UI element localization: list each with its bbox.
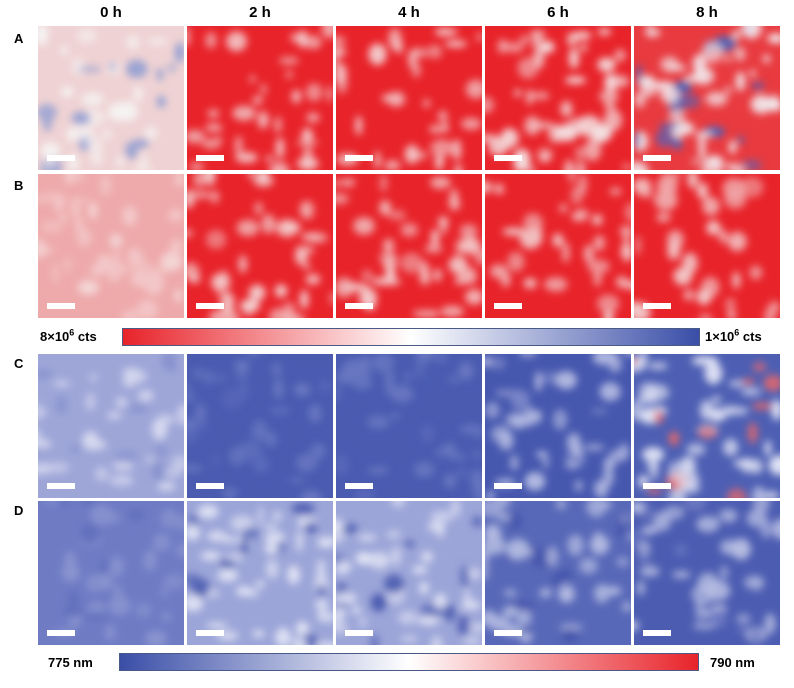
image-panel-b-2h xyxy=(187,174,333,318)
image-panel-a-2h xyxy=(187,26,333,170)
column-header-2h: 2 h xyxy=(249,4,271,21)
scale-bar xyxy=(643,483,671,489)
column-header-0h: 0 h xyxy=(100,4,122,21)
image-panel-b-6h xyxy=(485,174,631,318)
row-label-a: A xyxy=(14,31,24,46)
scale-bar xyxy=(47,630,75,636)
scale-bar xyxy=(345,483,373,489)
intensity-colorbar-min-label: 1×106 cts xyxy=(705,327,762,344)
scale-bar xyxy=(196,303,224,309)
scale-bar xyxy=(345,303,373,309)
scale-bar xyxy=(47,155,75,161)
scale-bar xyxy=(494,303,522,309)
image-panel-a-6h xyxy=(485,26,631,170)
wavelength-colorbar-max-label: 790 nm xyxy=(710,655,755,670)
image-panel-d-8h xyxy=(634,501,780,645)
scale-bar xyxy=(196,155,224,161)
image-panel-c-4h xyxy=(336,354,482,498)
image-panel-c-2h xyxy=(187,354,333,498)
scale-bar xyxy=(643,303,671,309)
column-header-8h: 8 h xyxy=(696,4,718,21)
row-label-c: C xyxy=(14,356,24,371)
scale-bar xyxy=(345,155,373,161)
image-panel-a-8h xyxy=(634,26,780,170)
image-panel-a-4h xyxy=(336,26,482,170)
intensity-colorbar-max-label: 8×106 cts xyxy=(40,327,97,344)
image-panel-d-4h xyxy=(336,501,482,645)
image-panel-b-0h xyxy=(38,174,184,318)
image-panel-d-2h xyxy=(187,501,333,645)
image-panel-d-0h xyxy=(38,501,184,645)
image-panel-b-8h xyxy=(634,174,780,318)
image-panel-b-4h xyxy=(336,174,482,318)
row-label-d: D xyxy=(14,503,24,518)
scale-bar xyxy=(47,483,75,489)
scale-bar xyxy=(345,630,373,636)
scale-bar xyxy=(494,630,522,636)
row-label-b: B xyxy=(14,178,24,193)
scale-bar xyxy=(196,630,224,636)
column-header-6h: 6 h xyxy=(547,4,569,21)
scale-bar xyxy=(494,155,522,161)
scale-bar xyxy=(494,483,522,489)
scale-bar xyxy=(196,483,224,489)
wavelength-colorbar xyxy=(119,653,699,671)
image-panel-c-6h xyxy=(485,354,631,498)
image-panel-a-0h xyxy=(38,26,184,170)
image-panel-c-8h xyxy=(634,354,780,498)
scale-bar xyxy=(643,630,671,636)
image-panel-c-0h xyxy=(38,354,184,498)
scale-bar xyxy=(47,303,75,309)
wavelength-colorbar-min-label: 775 nm xyxy=(48,655,93,670)
intensity-colorbar xyxy=(122,328,700,346)
column-header-4h: 4 h xyxy=(398,4,420,21)
image-panel-d-6h xyxy=(485,501,631,645)
scale-bar xyxy=(643,155,671,161)
